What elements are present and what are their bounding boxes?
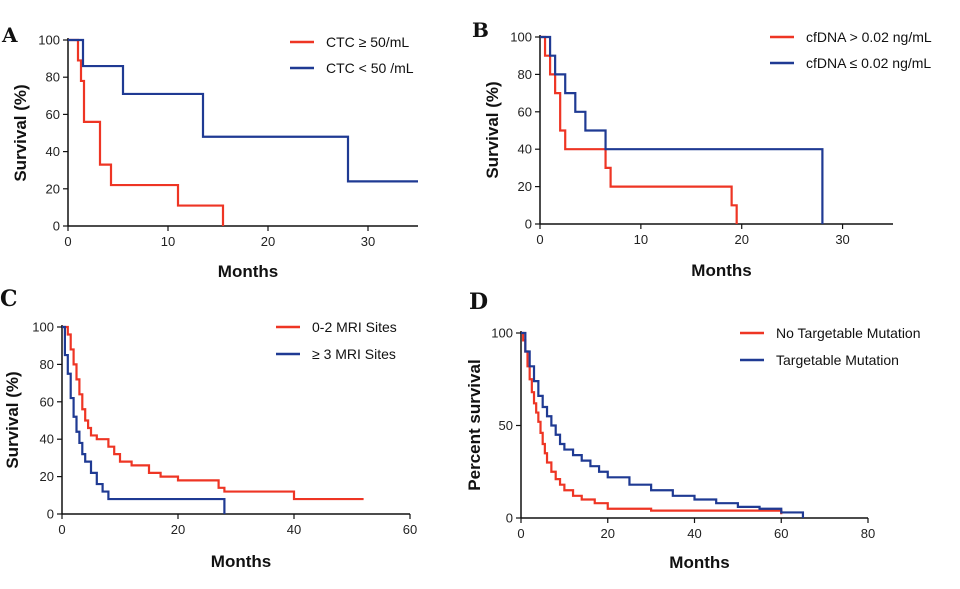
panel-a-x-tick-label: 0 (64, 234, 71, 249)
panel-c-y-tick-label: 100 (32, 320, 54, 335)
panel-a-y-tick-label: 40 (46, 144, 60, 159)
panel-c-y-tick-label: 80 (40, 357, 54, 372)
panel-a-x-tick-label: 30 (361, 234, 375, 249)
panel-a-y-axis-title: Survival (%) (11, 84, 30, 181)
panel-b-label: B (472, 18, 489, 42)
panel-a-y-tick-label: 100 (38, 33, 60, 48)
panel-c-x-tick-label: 60 (403, 522, 417, 537)
panel-d-x-tick-label: 0 (517, 526, 524, 541)
panel-a-y-tick-label: 0 (53, 219, 60, 234)
panel-b-x-tick-label: 10 (634, 232, 648, 247)
panel-a-legend-label: CTC < 50 /mL (326, 60, 414, 76)
panel-c-y-tick-label: 20 (40, 469, 54, 484)
panel-b-y-tick-label: 40 (518, 142, 532, 157)
panel-b-legend-label: cfDNA ≤ 0.02 ng/mL (806, 55, 931, 71)
panel-b-x-tick-label: 30 (835, 232, 849, 247)
panel-b-x-tick-label: 20 (734, 232, 748, 247)
panel-b-y-tick-label: 60 (518, 104, 532, 119)
panel-b-y-tick-label: 80 (518, 67, 532, 82)
panel-d-legend-label: No Targetable Mutation (776, 325, 921, 341)
panel-d-x-tick-label: 20 (601, 526, 615, 541)
panel-d-x-axis-title: Months (669, 553, 729, 572)
panel-a-x-axis-title: Months (218, 262, 278, 281)
panel-d-series-targetable-mutation (521, 331, 805, 518)
panel-b-y-tick-label: 20 (518, 179, 532, 194)
panel-a-series-ctc-50-ml (68, 38, 418, 183)
panel-a-x-tick-label: 20 (261, 234, 275, 249)
panel-c-x-tick-label: 0 (58, 522, 65, 537)
panel-d-x-tick-label: 80 (861, 526, 875, 541)
panel-c-y-tick-label: 0 (47, 507, 54, 522)
panel-d-x-tick-label: 40 (687, 526, 701, 541)
panel-b-legend-label: cfDNA > 0.02 ng/mL (806, 29, 932, 45)
panel-b-y-tick-label: 0 (525, 217, 532, 232)
panel-a-x-tick-label: 10 (161, 234, 175, 249)
panel-a-series-ctc-50-ml (68, 38, 225, 226)
panel-c-y-tick-label: 40 (40, 432, 54, 447)
panel-c-y-axis-title: Survival (%) (3, 371, 22, 468)
panel-c-y-tick-label: 60 (40, 394, 54, 409)
panel-c-series-3-mri-sites (62, 325, 226, 514)
panel-c-legend-label: ≥ 3 MRI Sites (312, 346, 396, 362)
panel-a-legend-label: CTC ≥ 50/mL (326, 34, 409, 50)
panel-b-x-tick-label: 0 (536, 232, 543, 247)
panel-c-legend-label: 0-2 MRI Sites (312, 319, 397, 335)
panel-a-y-tick-label: 60 (46, 107, 60, 122)
panel-a-label: A (1, 23, 18, 47)
panel-d-label: D (469, 289, 488, 315)
panel-d-y-tick-label: 100 (491, 326, 513, 341)
panel-d-x-tick-label: 60 (774, 526, 788, 541)
panel-d-legend-label: Targetable Mutation (776, 352, 899, 368)
panel-a-y-tick-label: 80 (46, 70, 60, 85)
panel-b-y-axis-title: Survival (%) (483, 81, 502, 178)
panel-b-x-axis-title: Months (691, 261, 751, 280)
panel-a-y-tick-label: 20 (46, 181, 60, 196)
panel-b-series-cfdna-0-02-ng-ml (540, 35, 824, 224)
panel-d-y-tick-label: 0 (506, 511, 513, 526)
panel-d-series-no-targetable-mutation (521, 331, 783, 515)
panel-c-x-tick-label: 20 (171, 522, 185, 537)
panel-c-series-0-2-mri-sites (62, 325, 364, 501)
panel-b-y-tick-label: 100 (510, 30, 532, 45)
panel-c-label: C (0, 286, 18, 312)
panel-d-y-tick-label: 50 (499, 418, 513, 433)
panel-b-series-cfdna-0-02-ng-ml (540, 35, 738, 224)
panel-c-x-tick-label: 40 (287, 522, 301, 537)
panel-d-y-axis-title: Percent survival (465, 359, 484, 490)
panel-c-x-axis-title: Months (211, 552, 271, 571)
